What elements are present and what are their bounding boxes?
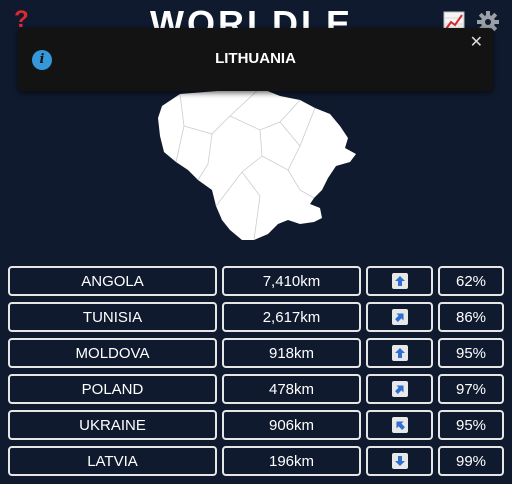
guess-distance: 918km <box>222 338 361 368</box>
guess-row: MOLDOVA 918km 95% <box>8 338 504 374</box>
guess-country: LATVIA <box>8 446 217 476</box>
guess-country: POLAND <box>8 374 217 404</box>
arrow-up-left-icon <box>391 417 408 433</box>
guess-distance: 7,410km <box>222 266 361 296</box>
guess-direction <box>366 446 433 476</box>
answer-toast: i LITHUANIA ✕ <box>18 28 493 91</box>
guess-proximity: 95% <box>438 338 504 368</box>
guess-direction <box>366 410 433 440</box>
guess-row: UKRAINE 906km 95% <box>8 410 504 446</box>
guess-proximity: 99% <box>438 446 504 476</box>
arrow-down-icon <box>391 453 408 469</box>
arrow-up-icon <box>391 345 408 361</box>
guess-list: ANGOLA 7,410km 62% TUNISIA 2,617km 86% M… <box>8 266 504 482</box>
guess-proximity: 62% <box>438 266 504 296</box>
help-icon[interactable]: ? <box>14 6 29 33</box>
guess-country: MOLDOVA <box>8 338 217 368</box>
guess-row: TUNISIA 2,617km 86% <box>8 302 504 338</box>
guess-direction <box>366 266 433 296</box>
country-map <box>158 87 356 241</box>
guess-proximity: 95% <box>438 410 504 440</box>
guess-direction <box>366 338 433 368</box>
info-icon: i <box>32 50 52 70</box>
close-icon[interactable]: ✕ <box>469 34 483 51</box>
guess-distance: 2,617km <box>222 302 361 332</box>
toast-message: LITHUANIA <box>215 50 296 67</box>
guess-distance: 478km <box>222 374 361 404</box>
guess-direction <box>366 302 433 332</box>
guess-distance: 906km <box>222 410 361 440</box>
arrow-up-right-icon <box>391 309 408 325</box>
arrow-up-icon <box>391 273 408 289</box>
guess-country: ANGOLA <box>8 266 217 296</box>
guess-proximity: 97% <box>438 374 504 404</box>
guess-country: TUNISIA <box>8 302 217 332</box>
guess-distance: 196km <box>222 446 361 476</box>
arrow-up-right-icon <box>391 381 408 397</box>
guess-row: POLAND 478km 97% <box>8 374 504 410</box>
chart-icon[interactable] <box>443 11 465 33</box>
guess-country: UKRAINE <box>8 410 217 440</box>
lithuania-outline <box>158 88 356 240</box>
guess-row: ANGOLA 7,410km 62% <box>8 266 504 302</box>
guess-direction <box>366 374 433 404</box>
guess-row: LATVIA 196km 99% <box>8 446 504 482</box>
guess-proximity: 86% <box>438 302 504 332</box>
